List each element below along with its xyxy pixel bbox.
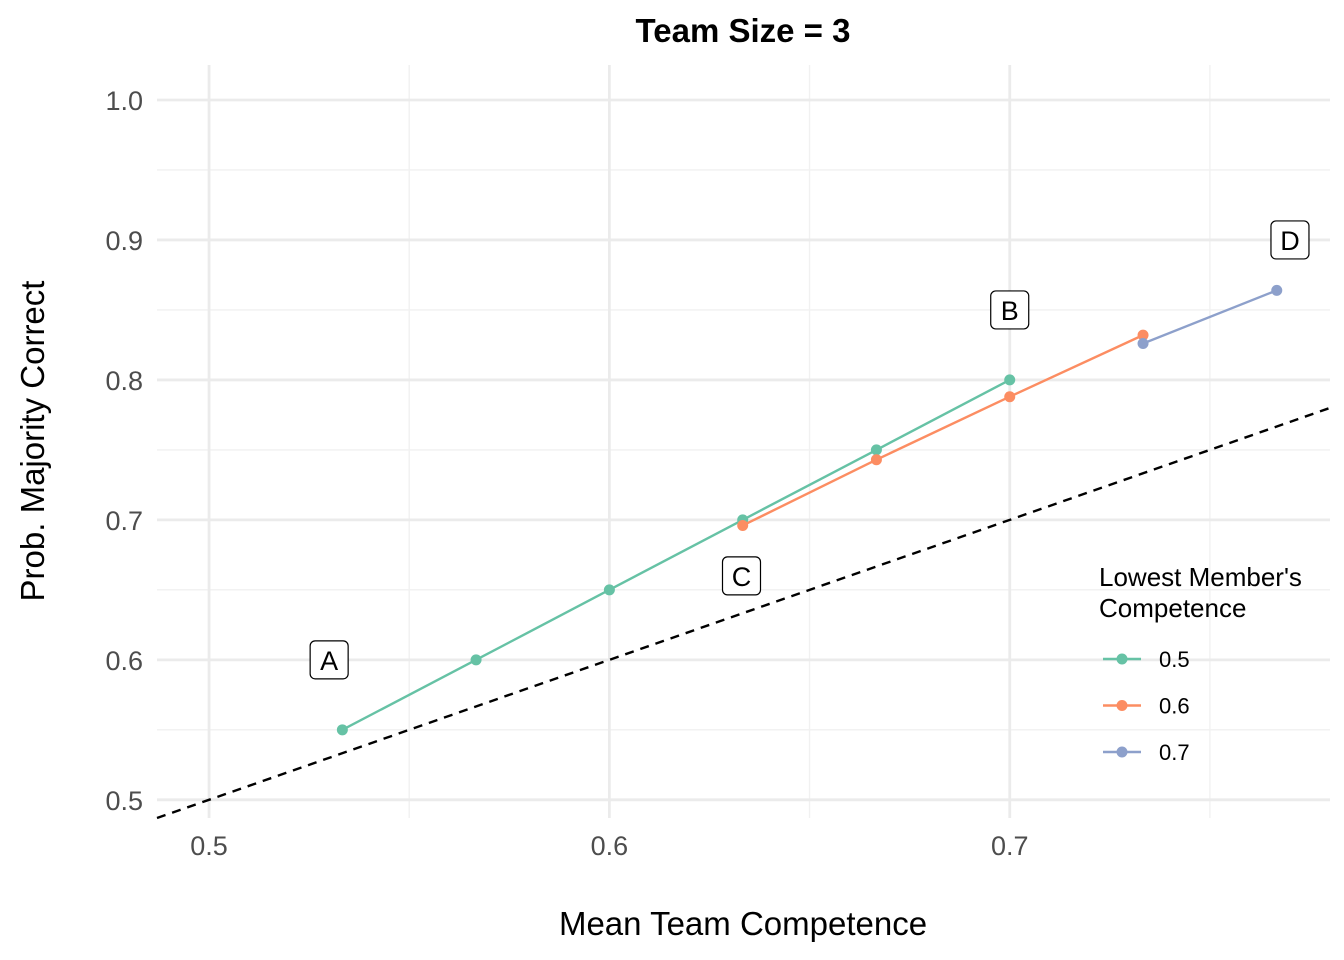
- series-0.7: [1137, 284, 1283, 350]
- chart-title: Team Size = 3: [636, 12, 851, 49]
- y-tick-label: 0.6: [105, 646, 143, 676]
- legend-items: 0.5 0.6 0.7: [1103, 647, 1190, 765]
- legend-label: 0.6: [1159, 694, 1190, 719]
- annotation-c: C: [721, 556, 762, 596]
- y-tick-label: 0.8: [105, 366, 143, 396]
- series-line: [1142, 289, 1278, 345]
- series-0.6: [737, 329, 1149, 531]
- data-point: [1137, 338, 1149, 350]
- legend-title: Lowest Member's Competence: [1099, 562, 1309, 623]
- legend-label: 0.5: [1159, 647, 1190, 672]
- data-point: [470, 654, 482, 666]
- y-axis-ticks: 0.5 0.6 0.7 0.8 0.9 1.0: [105, 86, 143, 816]
- y-tick-label: 1.0: [105, 86, 143, 116]
- legend-title-line-2: Competence: [1099, 593, 1246, 623]
- data-point: [1004, 374, 1016, 386]
- series-0.5: [336, 374, 1016, 736]
- grid: [157, 65, 1330, 818]
- x-tick-label: 0.5: [190, 831, 228, 861]
- legend-key-point: [1116, 653, 1128, 665]
- annotation-box: [721, 556, 762, 596]
- annotation-d: D: [1270, 220, 1310, 260]
- annotation-box: [990, 290, 1030, 330]
- annotation-a: A: [309, 640, 349, 680]
- y-tick-label: 0.5: [105, 786, 143, 816]
- data-point: [870, 454, 882, 466]
- series-line: [742, 334, 1144, 527]
- legend-title-line-1: Lowest Member's: [1099, 562, 1302, 592]
- data-point: [737, 519, 749, 531]
- legend-key-point: [1116, 700, 1128, 711]
- legend-label: 0.7: [1159, 740, 1190, 765]
- annotation-label: A: [320, 646, 338, 676]
- data-point: [1004, 391, 1016, 403]
- y-tick-label: 0.7: [105, 506, 143, 536]
- legend: Lowest Member's Competence 0.5 0.6 0.7: [1099, 562, 1309, 765]
- x-tick-label: 0.7: [991, 831, 1029, 861]
- x-axis-ticks: 0.5 0.6 0.7: [190, 831, 1028, 861]
- data-point: [1137, 329, 1149, 341]
- data-point: [870, 444, 882, 456]
- x-tick-label: 0.6: [591, 831, 629, 861]
- annotation-label: C: [732, 562, 752, 592]
- y-axis-title: Prob. Majority Correct: [14, 281, 51, 602]
- legend-item-0.6: 0.6: [1103, 694, 1190, 719]
- annotation-box: [1270, 220, 1310, 260]
- annotation-box: [309, 640, 349, 680]
- data-point: [1271, 284, 1283, 296]
- data-point: [336, 724, 348, 736]
- annotation-label: B: [1001, 296, 1019, 326]
- legend-item-0.5: 0.5: [1103, 647, 1190, 672]
- series-line: [341, 378, 1011, 731]
- annotation-b: B: [990, 290, 1030, 330]
- data-point: [603, 584, 615, 596]
- y-tick-label: 0.9: [105, 226, 143, 256]
- annotation-layer: A B C D: [309, 220, 1310, 680]
- series-layer: [336, 284, 1283, 736]
- legend-key-point: [1116, 746, 1128, 758]
- legend-item-0.7: 0.7: [1103, 740, 1190, 765]
- annotation-label: D: [1280, 226, 1300, 256]
- x-axis-title: Mean Team Competence: [559, 905, 927, 942]
